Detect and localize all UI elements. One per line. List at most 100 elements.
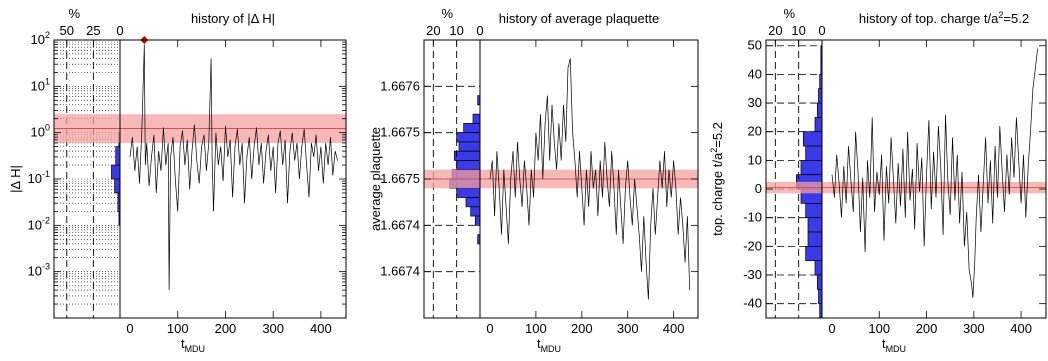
x-tick-label: 100 [868, 321, 890, 336]
hist-bar [474, 215, 481, 226]
hist-bar [800, 160, 823, 176]
x-axis-title: tMDU [181, 336, 205, 354]
y-tick-label-exp: 0 [45, 123, 50, 133]
chart-title: history of |Δ H| [191, 11, 275, 26]
plot-frame [119, 39, 347, 319]
hist-axis-label: % [68, 6, 80, 21]
x-tick-label-zero: 0 [828, 321, 835, 336]
hist-bar [807, 231, 823, 247]
hist-bar [814, 117, 823, 133]
y-tick-label: 10 [748, 152, 762, 167]
y-tick-label: 0 [755, 181, 762, 196]
y-axis-title-part: =5.2 [710, 122, 725, 148]
y-axis-title-part: top. charge t/a [710, 152, 725, 236]
hist-tick-label: 0 [818, 23, 825, 38]
x-tick-label: 400 [663, 321, 685, 336]
chart-title: history of average plaquette [499, 11, 659, 26]
y-tick-label: 1.6675 [380, 125, 420, 140]
x-tick-label: 200 [571, 321, 593, 336]
y-tick-label: 20 [748, 124, 762, 139]
hist-bar [805, 246, 823, 262]
y-tick-label: -40 [743, 296, 762, 311]
y-tick-label: 1.6675 [380, 171, 420, 186]
x-tick-label: 100 [167, 321, 189, 336]
hist-bar [470, 206, 481, 217]
hist-bar [456, 132, 481, 143]
x-tick-label: 100 [525, 321, 547, 336]
hist-bar [805, 145, 823, 161]
y-tick-label-base: 10 [31, 32, 45, 47]
y-axis-title: average plaquette [368, 127, 383, 231]
plot-frame [821, 39, 1047, 319]
hist-bar [814, 260, 823, 276]
x-tick-label-zero: 0 [126, 321, 133, 336]
x-tick-label: 400 [310, 321, 332, 336]
x-axis-title-part: t [882, 336, 886, 351]
y-tick-label: 100 [31, 123, 50, 140]
y-tick-label-exp: -2 [42, 215, 50, 225]
hist-tick-label: 0 [116, 23, 123, 38]
y-tick-label-exp: -1 [42, 169, 50, 179]
y-axis-title: top. charge t/a2=5.2 [709, 122, 725, 236]
x-tick-label: 200 [916, 321, 938, 336]
chart-title: history of top. charge t/a2=5.2 [859, 10, 1029, 26]
y-tick-label-exp: 1 [45, 76, 50, 86]
series-line [489, 58, 691, 300]
y-tick-label-base: 10 [28, 264, 42, 279]
y-tick-label: 30 [748, 95, 762, 110]
x-axis-title: tMDU [537, 336, 561, 354]
hist-bar [115, 146, 121, 166]
hist-bar [816, 274, 823, 290]
x-tick-label-zero: 0 [486, 321, 493, 336]
hist-tick-label: 10 [449, 23, 463, 38]
y-tick-label: 1.6674 [380, 264, 420, 279]
hist-bar [456, 160, 481, 171]
hist-bar [818, 288, 823, 305]
y-tick-label: 50 [748, 38, 762, 53]
hist-bar [472, 113, 481, 124]
y-tick-label-exp: 2 [45, 30, 50, 40]
hist-bar [465, 197, 481, 208]
hist-tick-label: 20 [768, 23, 782, 38]
x-axis-title-part: t [181, 336, 185, 351]
y-tick-label: 10-2 [28, 215, 50, 232]
series-line [831, 48, 1038, 298]
hist-bar [111, 164, 121, 180]
hist-tick-label: 10 [791, 23, 805, 38]
series-line [129, 44, 338, 291]
y-axis-title-part: 2 [709, 148, 719, 153]
y-tick-label: 10-3 [28, 262, 50, 279]
y-tick-label: 102 [31, 30, 50, 47]
x-axis-title: tMDU [882, 336, 906, 354]
chart-title-part: 2 [998, 10, 1003, 20]
x-axis-title-part: MDU [185, 344, 206, 354]
x-axis-title-part: t [537, 336, 541, 351]
y-tick-label-base: 10 [28, 217, 42, 232]
y-tick-label: -10 [743, 210, 762, 225]
x-tick-label: 400 [1010, 321, 1032, 336]
y-tick-label-base: 10 [31, 78, 45, 93]
hist-axis-label: % [442, 6, 454, 21]
y-tick-label: 10-1 [28, 169, 50, 186]
x-axis-title-part: MDU [541, 344, 562, 354]
y-tick-label: -30 [743, 267, 762, 282]
hist-bar [805, 203, 823, 219]
hist-bar [456, 187, 481, 198]
hist-bar [453, 150, 481, 161]
hist-bar [114, 178, 121, 194]
y-tick-label: 101 [31, 76, 50, 93]
y-tick-label: 40 [748, 66, 762, 81]
chart-title-part: history of top. charge t/a [859, 11, 999, 26]
hist-bar [463, 123, 481, 134]
y-tick-label-base: 10 [31, 125, 45, 140]
y-tick-label: 1.6674 [380, 217, 420, 232]
hist-axis-label: % [784, 6, 796, 21]
y-tick-label-exp: -3 [42, 262, 50, 272]
hist-bar [802, 131, 823, 147]
y-tick-label-base: 10 [28, 171, 42, 186]
x-axis-title-part: MDU [886, 344, 907, 354]
hist-bar [458, 141, 481, 152]
